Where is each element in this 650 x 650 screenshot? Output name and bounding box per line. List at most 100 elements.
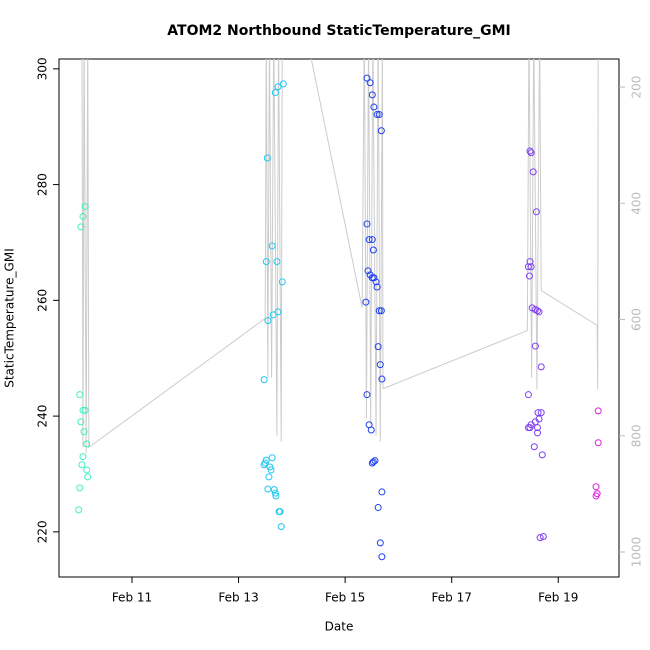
point [535,415,543,423]
point [81,203,89,211]
point [364,267,372,275]
point [76,391,84,399]
point [362,298,370,306]
point [539,532,547,540]
y2-tick-label: 200 [630,76,644,99]
point [537,363,545,371]
point [277,523,285,531]
point [592,492,600,500]
point [531,342,539,350]
point [270,486,278,494]
point [268,242,276,250]
point [368,459,376,467]
x-tick-label: Feb 15 [325,591,365,605]
point [368,91,376,99]
point [264,485,272,493]
point [77,223,85,231]
point [79,406,87,414]
point [527,263,535,271]
point [533,429,541,437]
point [276,508,284,516]
point [378,488,386,496]
y-tick-label: 240 [36,405,50,428]
point [594,439,602,447]
y2-tick-label: 1000 [630,537,644,568]
y-axis-label: StaticTemperature_GMI [3,248,17,388]
point [375,307,383,315]
point [363,391,371,399]
point [363,74,371,82]
point [365,236,373,244]
point [83,440,91,448]
point [271,489,279,497]
point [79,212,87,220]
point [271,89,279,97]
point [376,539,384,547]
point [532,208,540,216]
x-tick-label: Feb 17 [432,591,472,605]
point [378,375,386,383]
point [79,453,87,461]
plot-area [75,59,602,561]
point [525,272,533,280]
chart-title: ATOM2 Northbound StaticTemperature_GMI [167,23,510,39]
point [369,246,377,254]
point [273,258,281,266]
point [527,149,535,157]
point [375,111,383,119]
point [370,103,378,111]
plot-frame [58,58,620,578]
point [84,473,92,481]
point [538,451,546,459]
point [526,147,534,155]
point [272,492,280,500]
point [265,473,273,481]
point [592,483,600,491]
point [366,79,374,87]
point [594,407,602,415]
point [268,454,276,462]
point [75,506,83,514]
point [267,466,275,474]
point [279,80,287,88]
point [376,361,384,369]
y2-tick-label: 800 [630,424,644,447]
point [77,418,85,426]
point [260,461,268,469]
point [369,458,377,466]
x-tick-label: Feb 13 [218,591,258,605]
point [524,263,532,271]
point [378,553,386,561]
point [373,111,381,119]
point [524,391,532,399]
y2-tick-label: 400 [630,192,644,215]
point [377,127,385,135]
point [530,443,538,451]
y-tick-label: 260 [36,289,50,312]
line [81,59,599,454]
point [373,283,381,291]
point [260,376,268,384]
point [274,83,282,91]
point [370,274,378,282]
point [278,278,286,286]
point [372,278,380,286]
point [533,424,541,432]
point [529,168,537,176]
point [534,409,542,417]
point [264,317,272,325]
point [535,308,543,316]
y-tick-label: 280 [36,173,50,196]
x-axis-label: Date [325,620,354,634]
point [78,461,86,469]
point [83,466,91,474]
point [81,406,89,414]
y-tick-label: 300 [36,57,50,80]
point [533,307,541,315]
point [374,504,382,512]
x-tick-label: Feb 11 [112,591,152,605]
point [80,428,88,436]
point [76,484,84,492]
